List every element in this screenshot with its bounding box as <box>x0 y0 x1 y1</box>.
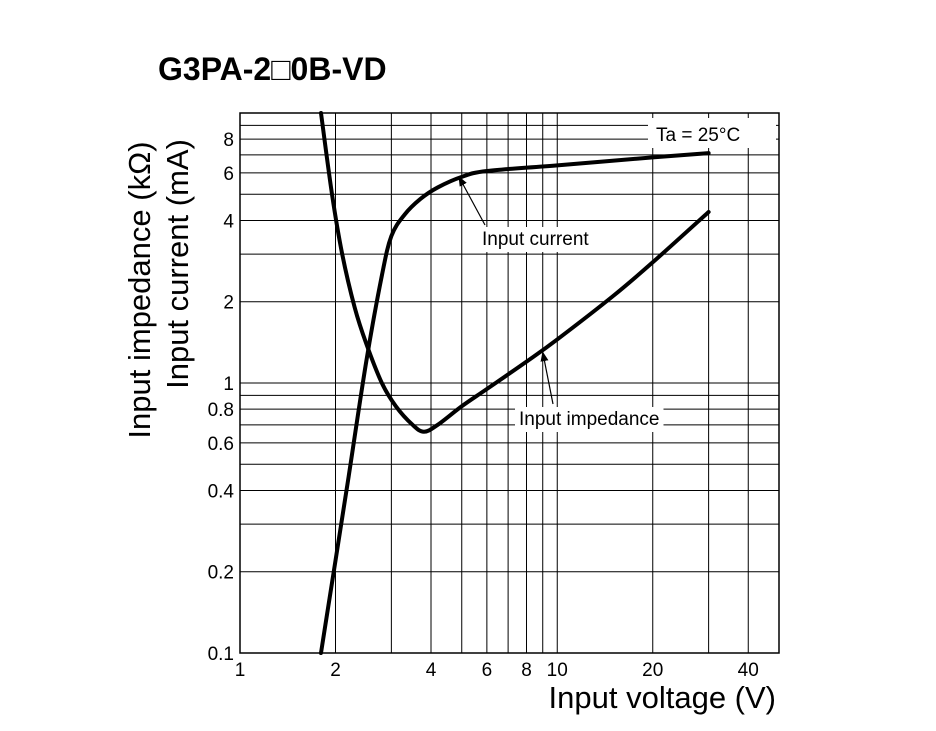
y-tick-label: 0.8 <box>208 400 234 421</box>
y-tick-label: 6 <box>223 164 234 185</box>
grid <box>240 113 779 653</box>
y-tick-label: 0.1 <box>208 644 234 665</box>
x-tick-label: 8 <box>521 660 532 681</box>
condition-label: Ta = 25°C <box>656 125 740 146</box>
tick-labels: 1 2 4 6 8 10 20 40 0.1 0.2 0.4 0.6 0.8 1 2 4 6 8 <box>208 130 759 681</box>
annotations: Input current Input impedance <box>458 175 664 432</box>
x-tick-label: 2 <box>330 660 341 681</box>
y-axis-label-line-1: Input impedance (kΩ) <box>122 141 157 438</box>
annotation-label-bg <box>515 407 664 432</box>
condition-box <box>648 118 776 148</box>
series-line-input-impedance <box>318 111 711 434</box>
y-tick-label: 8 <box>223 130 234 151</box>
plot-frame <box>239 112 780 654</box>
annotation-arrow <box>458 175 486 226</box>
chart-title: G3PA-2□0B-VD <box>158 51 387 87</box>
annotation-label: Input impedance <box>519 409 660 430</box>
x-tick-label: 20 <box>642 660 663 681</box>
y-tick-label: 4 <box>223 211 234 232</box>
y-tick-label: 0.4 <box>208 481 235 502</box>
x-tick-label: 40 <box>738 660 759 681</box>
series-lines <box>318 111 711 655</box>
y-tick-label: 0.2 <box>208 563 234 584</box>
annotation-label: Input current <box>482 229 589 250</box>
y-axis-label: Input impedance (kΩ) Input current (mA) <box>122 139 195 438</box>
y-tick-label: 0.6 <box>208 434 234 455</box>
annotation-label-bg <box>478 227 594 252</box>
annotation-arrow <box>540 351 554 405</box>
series-line-input-current <box>318 151 711 655</box>
y-tick-label: 1 <box>223 374 234 395</box>
y-tick-label: 2 <box>223 293 234 314</box>
x-tick-label: 10 <box>547 660 568 681</box>
x-axis-label: Input voltage (V) <box>549 680 776 715</box>
x-tick-label: 4 <box>426 660 437 681</box>
y-axis-label-line-2: Input current (mA) <box>160 139 195 389</box>
x-tick-label: 6 <box>482 660 493 681</box>
x-tick-label: 1 <box>235 660 246 681</box>
